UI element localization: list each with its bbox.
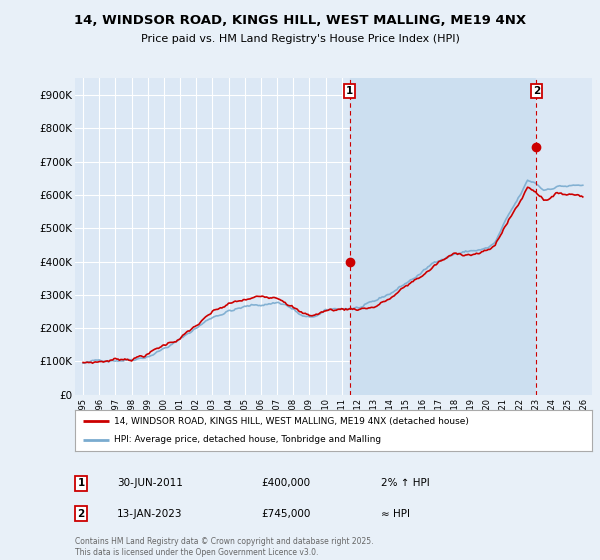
Text: 2: 2 [77,508,85,519]
Text: Price paid vs. HM Land Registry's House Price Index (HPI): Price paid vs. HM Land Registry's House … [140,34,460,44]
Text: 2% ↑ HPI: 2% ↑ HPI [381,478,430,488]
Text: 1: 1 [346,86,353,96]
Text: Contains HM Land Registry data © Crown copyright and database right 2025.
This d: Contains HM Land Registry data © Crown c… [75,537,373,557]
Text: 13-JAN-2023: 13-JAN-2023 [117,508,182,519]
Text: 1: 1 [77,478,85,488]
Text: HPI: Average price, detached house, Tonbridge and Malling: HPI: Average price, detached house, Tonb… [114,436,381,445]
Bar [350,78,536,395]
Text: £745,000: £745,000 [261,508,310,519]
Text: ≈ HPI: ≈ HPI [381,508,410,519]
Text: 14, WINDSOR ROAD, KINGS HILL, WEST MALLING, ME19 4NX (detached house): 14, WINDSOR ROAD, KINGS HILL, WEST MALLI… [114,417,469,426]
Text: 14, WINDSOR ROAD, KINGS HILL, WEST MALLING, ME19 4NX: 14, WINDSOR ROAD, KINGS HILL, WEST MALLI… [74,14,526,27]
Text: 2: 2 [533,86,540,96]
Text: £400,000: £400,000 [261,478,310,488]
Bar [536,78,592,395]
Text: 30-JUN-2011: 30-JUN-2011 [117,478,183,488]
